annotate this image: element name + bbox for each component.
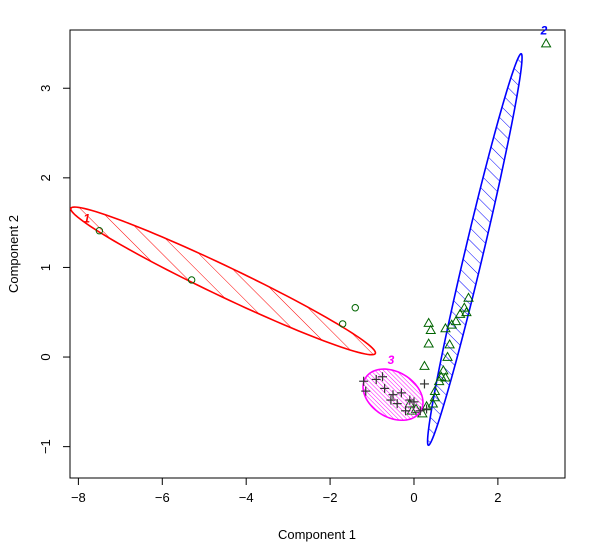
data-point	[463, 292, 474, 302]
data-point	[378, 372, 388, 382]
x-axis-title: Component 1	[278, 527, 356, 542]
data-point	[450, 315, 462, 326]
data-point	[405, 395, 415, 405]
data-point	[422, 404, 432, 414]
data-point	[425, 324, 437, 335]
data-point	[371, 374, 381, 384]
data-point	[351, 304, 359, 312]
data-point	[440, 322, 451, 333]
x-tick-label: −6	[155, 490, 170, 505]
data-point	[423, 317, 435, 327]
data-point	[187, 276, 196, 284]
data-point	[388, 390, 398, 400]
data-point	[401, 406, 411, 416]
data-point	[429, 391, 441, 402]
y-tick-label: 1	[38, 264, 53, 271]
x-tick-label: −2	[323, 490, 338, 505]
y-axis: −1 0 1 2 3	[38, 85, 70, 454]
y-tick-label: 0	[38, 353, 53, 360]
y-axis-title: Component 2	[6, 215, 21, 293]
plot-frame	[69, 29, 566, 479]
data-point	[429, 385, 441, 395]
x-axis: −8 −6 −4 −2 0 2	[71, 478, 501, 505]
data-point	[419, 360, 430, 370]
data-point	[386, 395, 396, 405]
cluster-ellipse	[426, 52, 523, 447]
y-tick-label: 2	[38, 174, 53, 181]
data-point	[442, 351, 453, 361]
cluster-label: 3	[388, 353, 395, 367]
y-tick-label: 3	[38, 85, 53, 92]
data-point	[433, 375, 445, 386]
x-tick-label: −8	[71, 490, 86, 505]
x-tick-label: 0	[410, 490, 417, 505]
data-point	[454, 308, 466, 318]
data-point	[409, 397, 419, 407]
cluster-ellipse	[69, 206, 377, 356]
data-point	[423, 338, 435, 348]
data-point	[359, 376, 369, 386]
data-point	[361, 386, 371, 396]
cluster-label: 1	[83, 212, 90, 226]
data-point	[396, 388, 406, 398]
clusters-layer: 1 2 3	[69, 23, 552, 447]
data-point	[540, 37, 552, 48]
data-point	[440, 372, 451, 382]
data-point	[427, 398, 439, 408]
x-tick-label: 2	[494, 490, 501, 505]
data-point	[415, 406, 425, 416]
data-point	[392, 399, 402, 409]
data-point	[446, 319, 458, 329]
data-point	[419, 379, 429, 389]
data-point	[380, 383, 390, 393]
data-point	[338, 320, 347, 328]
data-point	[461, 306, 472, 317]
data-point	[437, 364, 449, 375]
data-point	[95, 227, 104, 235]
x-tick-label: −4	[239, 490, 254, 505]
y-tick-label: −1	[38, 439, 53, 454]
data-point	[444, 338, 456, 349]
cluster-label: 2	[540, 23, 548, 37]
